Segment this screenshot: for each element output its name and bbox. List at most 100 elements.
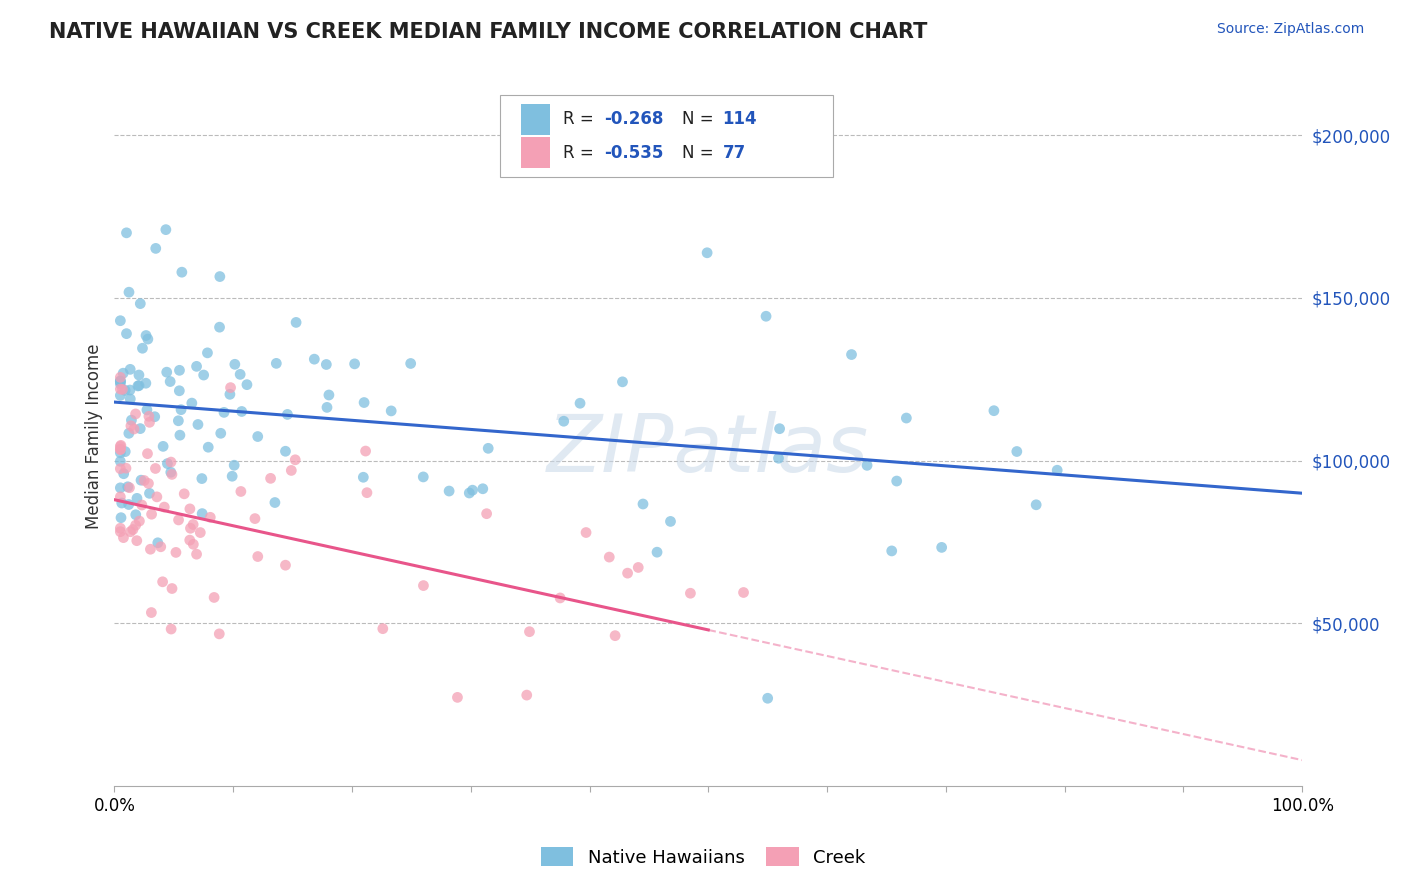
Point <box>134 474 156 488</box>
Point <box>129 421 152 435</box>
Point <box>983 403 1005 417</box>
Point <box>112 467 135 481</box>
Point <box>1005 444 1028 458</box>
Point <box>569 396 592 410</box>
Point <box>141 606 163 620</box>
Point <box>135 376 157 391</box>
Point <box>128 368 150 382</box>
Point <box>179 501 201 516</box>
Point <box>122 422 145 436</box>
Point <box>315 358 337 372</box>
Point <box>131 341 153 355</box>
Point <box>186 547 208 561</box>
Point <box>127 379 149 393</box>
Point <box>219 387 242 401</box>
Point <box>276 408 298 422</box>
Point <box>280 463 302 477</box>
Point <box>152 574 174 589</box>
Point <box>131 498 153 512</box>
Point <box>114 384 136 398</box>
Point <box>115 226 138 240</box>
Point <box>191 472 214 486</box>
Point <box>138 476 160 491</box>
Point <box>110 375 132 389</box>
Point <box>461 483 484 498</box>
Point <box>120 413 142 427</box>
Point <box>118 383 141 397</box>
Point <box>605 629 627 643</box>
Point <box>129 296 152 310</box>
Point <box>477 442 499 456</box>
Point <box>110 376 132 391</box>
FancyBboxPatch shape <box>520 103 550 136</box>
Point <box>145 461 167 475</box>
Point <box>120 524 142 539</box>
Point <box>575 525 598 540</box>
Point <box>128 378 150 392</box>
Point <box>138 409 160 424</box>
Point <box>209 426 232 441</box>
Y-axis label: Median Family Income: Median Family Income <box>86 343 103 529</box>
Point <box>110 454 132 468</box>
Point <box>111 496 134 510</box>
Point <box>160 455 183 469</box>
Point <box>173 487 195 501</box>
Point <box>160 582 183 596</box>
Point <box>236 377 259 392</box>
Point <box>110 461 132 475</box>
Text: ZIPatlas: ZIPatlas <box>547 411 869 489</box>
Point <box>124 407 146 421</box>
Point <box>412 470 434 484</box>
Point <box>111 383 134 397</box>
Point <box>167 414 190 428</box>
Point <box>316 401 339 415</box>
Text: Source: ZipAtlas.com: Source: ZipAtlas.com <box>1216 22 1364 37</box>
Point <box>446 690 468 705</box>
Point <box>118 426 141 441</box>
Point <box>159 465 181 479</box>
Point <box>768 451 790 466</box>
Point <box>118 285 141 300</box>
Point <box>679 586 702 600</box>
Point <box>437 484 460 499</box>
Point <box>170 402 193 417</box>
Point <box>1025 498 1047 512</box>
Point <box>1046 463 1069 477</box>
Point <box>645 545 668 559</box>
Point <box>169 363 191 377</box>
Point <box>110 521 132 535</box>
Point <box>110 374 132 388</box>
Point <box>115 461 138 475</box>
Point <box>136 403 159 417</box>
Point <box>125 491 148 506</box>
Point <box>110 382 132 396</box>
Point <box>167 513 190 527</box>
Point <box>380 404 402 418</box>
Point <box>266 356 288 370</box>
Point <box>152 439 174 453</box>
Point <box>264 495 287 509</box>
Point <box>125 508 148 522</box>
Point <box>153 500 176 514</box>
Text: 77: 77 <box>723 144 745 161</box>
Point <box>931 541 953 555</box>
Point <box>229 484 252 499</box>
Point <box>756 691 779 706</box>
Point <box>224 357 246 371</box>
Point <box>110 442 132 457</box>
Point <box>458 486 481 500</box>
Point <box>149 540 172 554</box>
Point <box>169 384 191 398</box>
FancyBboxPatch shape <box>520 137 550 169</box>
Text: 114: 114 <box>723 111 758 128</box>
Point <box>896 411 918 425</box>
Point <box>197 440 219 454</box>
Point <box>598 550 620 565</box>
Point <box>274 444 297 458</box>
Point <box>208 627 231 641</box>
Point <box>110 370 132 384</box>
Point <box>110 524 132 539</box>
Text: -0.268: -0.268 <box>603 111 664 128</box>
Point <box>259 471 281 485</box>
Point <box>187 417 209 432</box>
